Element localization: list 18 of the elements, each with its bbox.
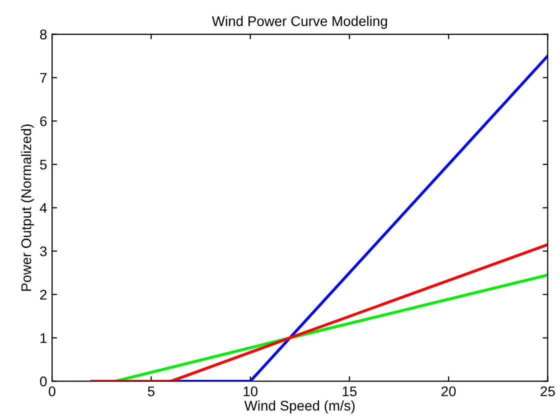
y-tick-label: 6	[40, 116, 47, 126]
y-tick-label: 5	[40, 160, 47, 170]
y-tick-label: 2	[40, 290, 47, 300]
y-tick-label: 1	[40, 333, 47, 343]
x-axis-title: Wind Speed (m/s)	[244, 400, 355, 414]
y-tick-label: 4	[40, 203, 47, 213]
y-tick-label: 8	[40, 30, 47, 40]
x-tick-label: 5	[148, 386, 154, 396]
x-tick-label: 20	[442, 386, 456, 396]
y-tick-label: 7	[40, 73, 47, 83]
y-tick-label: 0	[40, 376, 47, 386]
y-tick-label: 3	[40, 246, 47, 256]
x-tick-label: 10	[244, 386, 258, 396]
x-tick-label: 25	[540, 386, 555, 396]
x-tick-label: 15	[342, 386, 357, 396]
chart-title: Wind Power Curve Modeling	[212, 16, 387, 29]
y-axis-title: Power Output (Normalized)	[20, 124, 34, 291]
x-tick-label: 0	[48, 386, 56, 396]
